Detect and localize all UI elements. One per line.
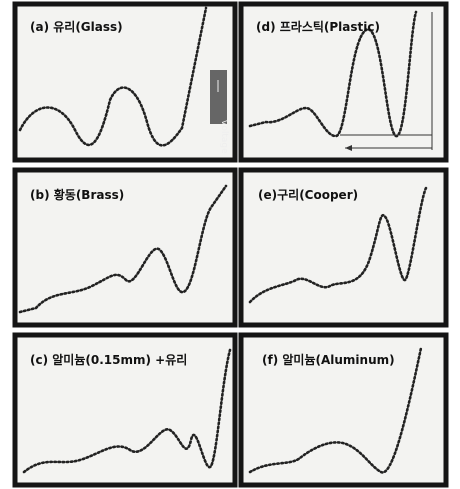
panel-label: (b) 황동(Brass) bbox=[30, 187, 124, 202]
panel-label: (c) 알미늄(0.15mm) +유리 bbox=[30, 352, 187, 367]
axis-note-box bbox=[210, 70, 227, 124]
panel-label: (f) 알미늄(Aluminum) bbox=[262, 352, 395, 367]
axis-note: voltage bbox=[219, 120, 229, 154]
figure: voltage (a) 유리(Glass) (d) 프라스틱(Plastic) … bbox=[0, 0, 460, 489]
panel-label: (d) 프라스틱(Plastic) bbox=[256, 19, 380, 34]
panel-label: (e)구리(Cooper) bbox=[258, 187, 358, 202]
panel-label: (a) 유리(Glass) bbox=[30, 19, 123, 34]
